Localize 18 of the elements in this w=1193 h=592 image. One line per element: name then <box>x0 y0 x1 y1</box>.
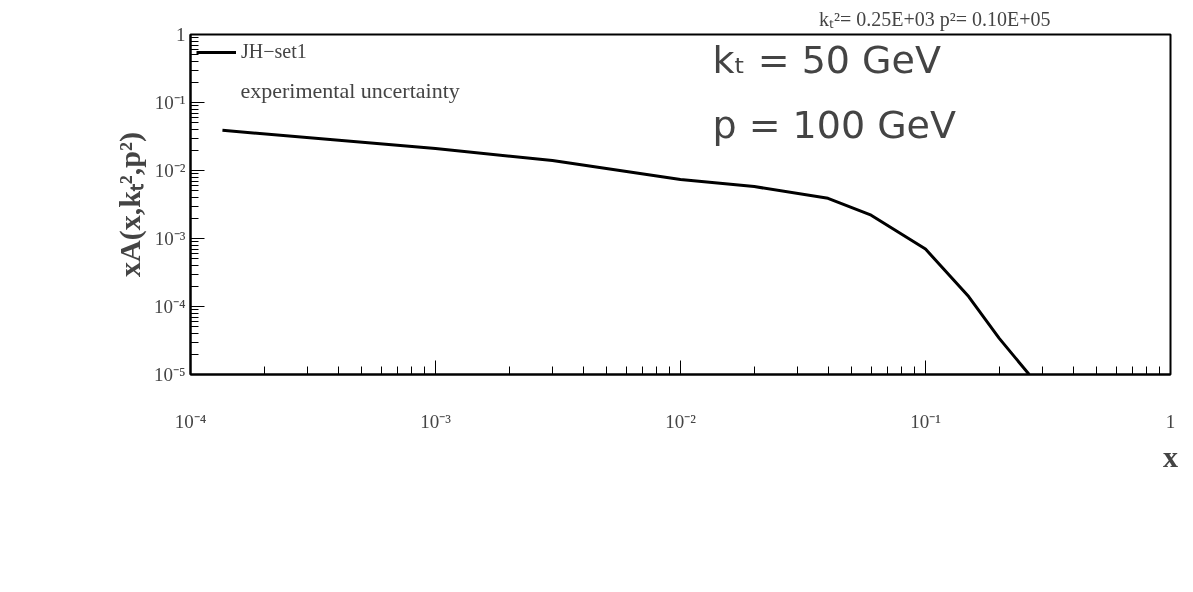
x-axis-title: x <box>1163 439 1178 473</box>
x-tick-label: 10⁻² <box>665 410 697 432</box>
legend-label: JH−set1 <box>241 40 307 63</box>
y-tick-label: 10⁻³ <box>154 228 186 249</box>
annotation: p = 100 GeV <box>712 103 956 148</box>
annotation: experimental uncertainty <box>240 77 460 103</box>
y-tick-label: 1 <box>176 24 186 45</box>
y-tick-label: 10⁻⁴ <box>153 296 186 317</box>
y-tick-label: 10⁻⁵ <box>153 364 186 385</box>
x-tick-label: 1 <box>1165 410 1176 432</box>
y-tick-label: 10⁻¹ <box>154 92 186 113</box>
text: kₜ²= 0.25E+03 p²= 0.10E+05 <box>818 7 1051 31</box>
y-axis-title: xA(x,kₜ²,p²) <box>112 131 147 277</box>
x-tick-label: 10⁻⁴ <box>174 410 207 432</box>
x-tick-label: 10⁻¹ <box>910 410 942 432</box>
x-tick-label: 10⁻³ <box>420 410 452 432</box>
y-tick-label: 10⁻² <box>154 160 186 181</box>
annotation: kₜ = 50 GeV <box>712 38 941 83</box>
